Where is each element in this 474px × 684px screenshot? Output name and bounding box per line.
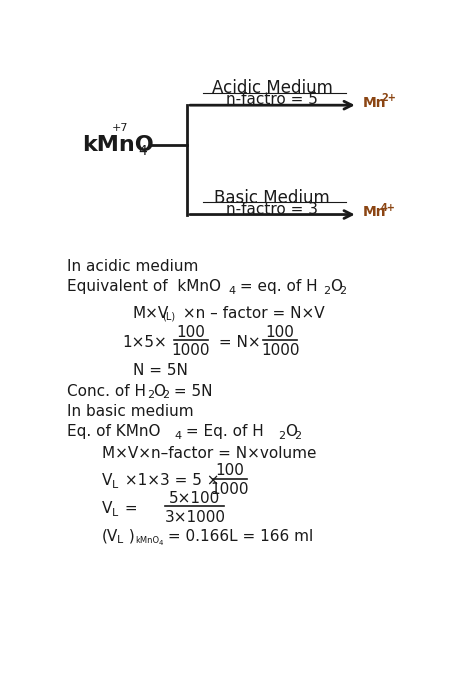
Text: 1000: 1000 (261, 343, 300, 358)
Text: 4: 4 (174, 430, 181, 440)
Text: In basic medium: In basic medium (67, 404, 193, 419)
Text: (V: (V (102, 529, 118, 544)
Text: In acidic medium: In acidic medium (67, 259, 199, 274)
Text: 5×100: 5×100 (169, 491, 220, 506)
Text: N = 5N: N = 5N (133, 363, 188, 378)
Text: 4+: 4+ (381, 202, 396, 213)
Text: Acidic Medium: Acidic Medium (212, 79, 333, 97)
Text: kMnO: kMnO (135, 536, 159, 544)
Text: O: O (330, 279, 342, 294)
Text: 2: 2 (294, 430, 301, 440)
Text: L: L (118, 535, 124, 545)
Text: ): ) (124, 529, 135, 544)
Text: n-factro = 3: n-factro = 3 (227, 202, 319, 217)
Text: 4: 4 (228, 286, 235, 295)
Text: 1000: 1000 (172, 343, 210, 358)
Text: 100: 100 (176, 325, 205, 340)
Text: =: = (120, 501, 142, 516)
Text: Mn: Mn (363, 96, 387, 110)
Text: L: L (112, 479, 118, 490)
Text: Basic Medium: Basic Medium (215, 189, 330, 207)
Text: L: L (112, 508, 118, 518)
Text: 1000: 1000 (210, 482, 249, 497)
Text: 2: 2 (279, 430, 286, 440)
Text: Mn: Mn (363, 205, 387, 219)
Text: = eq. of H: = eq. of H (235, 279, 318, 294)
Text: 1×5×: 1×5× (123, 335, 167, 350)
Text: O: O (153, 384, 165, 399)
Text: n-factro = 5: n-factro = 5 (227, 92, 319, 107)
Text: +7: +7 (112, 123, 128, 133)
Text: 2: 2 (147, 391, 154, 400)
Text: 4: 4 (158, 540, 163, 546)
Text: 100: 100 (266, 325, 294, 340)
Text: kMnO: kMnO (82, 135, 154, 155)
Text: Equivalent of  kMnO: Equivalent of kMnO (67, 279, 221, 294)
Text: M×V: M×V (133, 306, 169, 321)
Text: ×n – factor = N×V: ×n – factor = N×V (178, 306, 324, 321)
Text: Eq. of KMnO: Eq. of KMnO (67, 424, 161, 439)
Text: M×V×n–factor = N×volume: M×V×n–factor = N×volume (102, 446, 316, 461)
Text: V: V (102, 501, 112, 516)
Text: = 0.166L = 166 ml: = 0.166L = 166 ml (163, 529, 313, 544)
Text: = Eq. of H: = Eq. of H (181, 424, 264, 439)
Text: ×1×3 = 5 ×: ×1×3 = 5 × (120, 473, 219, 488)
Text: V: V (102, 473, 112, 488)
Text: = 5N: = 5N (169, 384, 212, 399)
Text: 100: 100 (215, 464, 244, 478)
Text: 2: 2 (162, 391, 169, 400)
Text: 3×1000: 3×1000 (164, 510, 225, 525)
Text: (L): (L) (162, 312, 175, 322)
Text: 4: 4 (138, 144, 147, 159)
Text: O: O (285, 424, 297, 439)
Text: = N×: = N× (214, 335, 261, 350)
Text: 2: 2 (323, 286, 330, 295)
Text: Conc. of H: Conc. of H (67, 384, 146, 399)
Text: 2: 2 (339, 286, 346, 295)
Text: 2+: 2+ (381, 93, 396, 103)
